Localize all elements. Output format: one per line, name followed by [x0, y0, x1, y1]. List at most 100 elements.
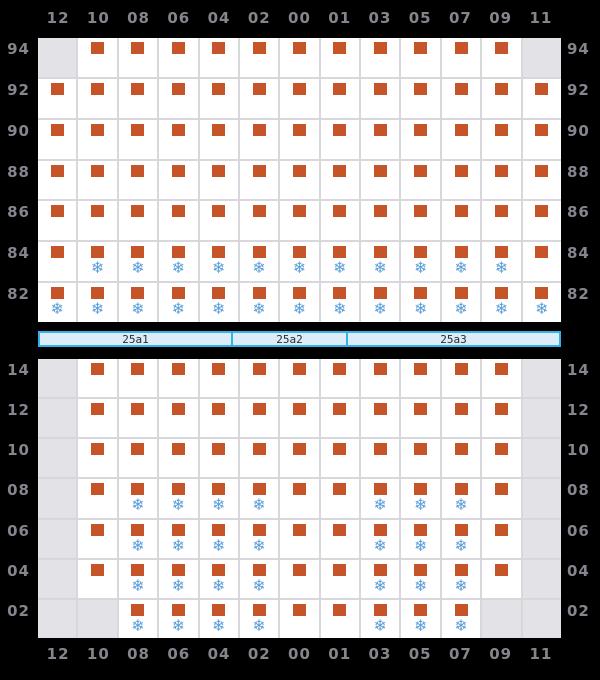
slot-cell[interactable]: ❄ — [159, 519, 198, 558]
slot-cell[interactable] — [199, 359, 238, 398]
slot-cell[interactable]: ❄ — [118, 283, 158, 322]
slot-cell[interactable] — [280, 599, 319, 638]
slot-cell[interactable] — [320, 38, 360, 77]
slot-cell[interactable] — [280, 359, 319, 398]
slot-cell[interactable] — [118, 399, 158, 438]
slot-cell[interactable] — [199, 439, 238, 478]
slot-cell[interactable]: ❄ — [482, 242, 521, 282]
slot-cell[interactable] — [199, 160, 238, 200]
slot-cell[interactable] — [441, 439, 481, 478]
slot-cell[interactable] — [320, 119, 360, 159]
slot-cell[interactable] — [159, 78, 198, 118]
slot-cell[interactable] — [38, 160, 77, 200]
slot-cell[interactable] — [78, 201, 117, 241]
slot-cell[interactable] — [280, 38, 319, 77]
slot-cell[interactable] — [482, 479, 521, 518]
slot-cell[interactable] — [78, 439, 117, 478]
slot-cell[interactable] — [280, 78, 319, 118]
slot-cell[interactable] — [441, 160, 481, 200]
slot-cell[interactable] — [482, 519, 521, 558]
slot-cell[interactable]: ❄ — [239, 519, 279, 558]
slot-cell[interactable]: ❄ — [118, 519, 158, 558]
slot-cell[interactable] — [522, 78, 561, 118]
slot-cell[interactable] — [78, 38, 117, 77]
slot-cell[interactable] — [118, 439, 158, 478]
slot-cell[interactable] — [280, 439, 319, 478]
slot-cell[interactable] — [78, 519, 117, 558]
slot-cell[interactable] — [441, 78, 481, 118]
slot-cell[interactable] — [118, 359, 158, 398]
slot-cell[interactable] — [482, 359, 521, 398]
slot-cell[interactable] — [239, 119, 279, 159]
slot-cell[interactable]: ❄ — [482, 283, 521, 322]
slot-cell[interactable] — [78, 160, 117, 200]
slot-cell[interactable] — [38, 201, 77, 241]
slot-cell[interactable] — [159, 359, 198, 398]
slot-cell[interactable] — [118, 201, 158, 241]
slot-cell[interactable] — [522, 242, 561, 282]
slot-cell[interactable]: ❄ — [401, 242, 440, 282]
slot-cell[interactable]: ❄ — [361, 519, 400, 558]
slot-cell[interactable] — [118, 160, 158, 200]
slot-cell[interactable] — [280, 519, 319, 558]
slot-cell[interactable] — [78, 359, 117, 398]
slot-cell[interactable] — [482, 439, 521, 478]
slot-cell[interactable] — [239, 38, 279, 77]
slot-cell[interactable]: ❄ — [199, 479, 238, 518]
slot-cell[interactable] — [239, 201, 279, 241]
slot-cell[interactable]: ❄ — [320, 283, 360, 322]
slot-cell[interactable] — [159, 201, 198, 241]
slot-cell[interactable]: ❄ — [159, 559, 198, 598]
slot-cell[interactable] — [239, 160, 279, 200]
slot-cell[interactable]: ❄ — [401, 479, 440, 518]
slot-cell[interactable] — [441, 119, 481, 159]
slot-cell[interactable]: ❄ — [199, 519, 238, 558]
slot-cell[interactable]: ❄ — [441, 599, 481, 638]
slot-cell[interactable] — [199, 399, 238, 438]
slot-cell[interactable] — [239, 359, 279, 398]
slot-cell[interactable] — [522, 201, 561, 241]
slot-cell[interactable]: ❄ — [239, 599, 279, 638]
slot-cell[interactable] — [239, 399, 279, 438]
slot-cell[interactable] — [159, 119, 198, 159]
slot-cell[interactable] — [199, 38, 238, 77]
slot-cell[interactable]: ❄ — [361, 479, 400, 518]
slot-cell[interactable]: ❄ — [78, 242, 117, 282]
slot-cell[interactable]: ❄ — [38, 283, 77, 322]
slot-cell[interactable] — [482, 78, 521, 118]
slot-cell[interactable] — [320, 519, 360, 558]
slot-cell[interactable]: ❄ — [159, 283, 198, 322]
slot-cell[interactable]: ❄ — [280, 283, 319, 322]
slot-cell[interactable] — [118, 119, 158, 159]
slot-cell[interactable] — [280, 559, 319, 598]
slot-cell[interactable]: ❄ — [361, 559, 400, 598]
slot-cell[interactable] — [78, 78, 117, 118]
slot-cell[interactable] — [320, 78, 360, 118]
slot-cell[interactable]: ❄ — [522, 283, 561, 322]
slot-cell[interactable] — [401, 399, 440, 438]
slot-cell[interactable]: ❄ — [78, 283, 117, 322]
slot-cell[interactable]: ❄ — [199, 559, 238, 598]
section-segment[interactable]: 25a1 — [38, 331, 233, 347]
slot-cell[interactable] — [38, 242, 77, 282]
slot-cell[interactable]: ❄ — [118, 599, 158, 638]
slot-cell[interactable] — [159, 399, 198, 438]
slot-cell[interactable]: ❄ — [441, 283, 481, 322]
slot-cell[interactable] — [482, 559, 521, 598]
slot-cell[interactable] — [320, 359, 360, 398]
slot-cell[interactable] — [280, 201, 319, 241]
slot-cell[interactable] — [320, 399, 360, 438]
slot-cell[interactable]: ❄ — [239, 242, 279, 282]
slot-cell[interactable] — [199, 201, 238, 241]
slot-cell[interactable] — [441, 359, 481, 398]
slot-cell[interactable] — [441, 201, 481, 241]
slot-cell[interactable] — [118, 78, 158, 118]
slot-cell[interactable] — [482, 399, 521, 438]
slot-cell[interactable] — [199, 119, 238, 159]
slot-cell[interactable] — [78, 479, 117, 518]
slot-cell[interactable] — [361, 201, 400, 241]
slot-cell[interactable] — [159, 38, 198, 77]
slot-cell[interactable]: ❄ — [159, 479, 198, 518]
slot-cell[interactable]: ❄ — [401, 283, 440, 322]
section-segment[interactable]: 25a3 — [348, 331, 561, 347]
